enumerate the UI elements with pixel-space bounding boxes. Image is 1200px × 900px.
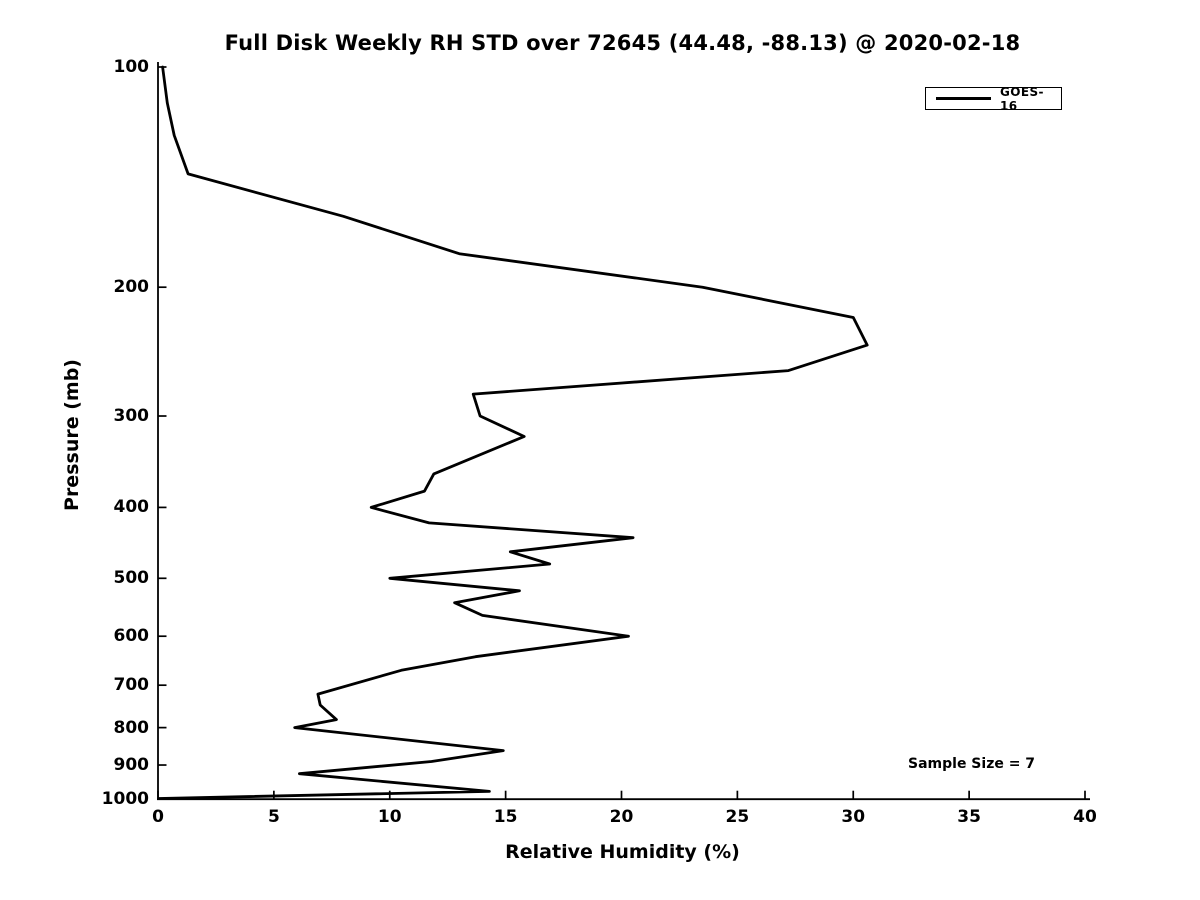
y-tick-label: 300	[113, 406, 150, 426]
x-tick-label: 0	[152, 807, 164, 827]
x-tick-label: 20	[609, 807, 634, 827]
chart-title: Full Disk Weekly RH STD over 72645 (44.4…	[224, 31, 1021, 55]
y-tick-label: 100	[113, 57, 150, 77]
y-tick-label: 800	[113, 717, 150, 738]
x-tick-label: 35	[957, 807, 981, 827]
goes16-curve	[157, 65, 869, 800]
legend: GOES-16	[925, 84, 1062, 113]
y-tick-label: 900	[113, 755, 150, 776]
x-tick-label: 25	[725, 807, 750, 827]
y-tick-label: 400	[113, 497, 150, 518]
x-tick-label: 30	[841, 807, 866, 827]
x-tick-label: 5	[267, 807, 280, 827]
x-axis-label: Relative Humidity (%)	[505, 841, 740, 863]
x-tick-label: 10	[377, 807, 402, 827]
y-tick-label: 1000	[101, 788, 149, 809]
x-tick-label: 40	[1073, 807, 1097, 827]
legend-line-sample	[936, 97, 991, 100]
sample-size-annotation: Sample Size = 7	[908, 756, 1036, 772]
legend-entry-goes16: GOES-16	[1000, 84, 1044, 113]
y-tick-label: 600	[113, 626, 150, 647]
x-tick-label: 15	[493, 807, 518, 827]
y-tick-label: 500	[113, 568, 150, 589]
y-tick-label: 700	[113, 675, 150, 696]
y-tick-label: 200	[113, 277, 150, 298]
